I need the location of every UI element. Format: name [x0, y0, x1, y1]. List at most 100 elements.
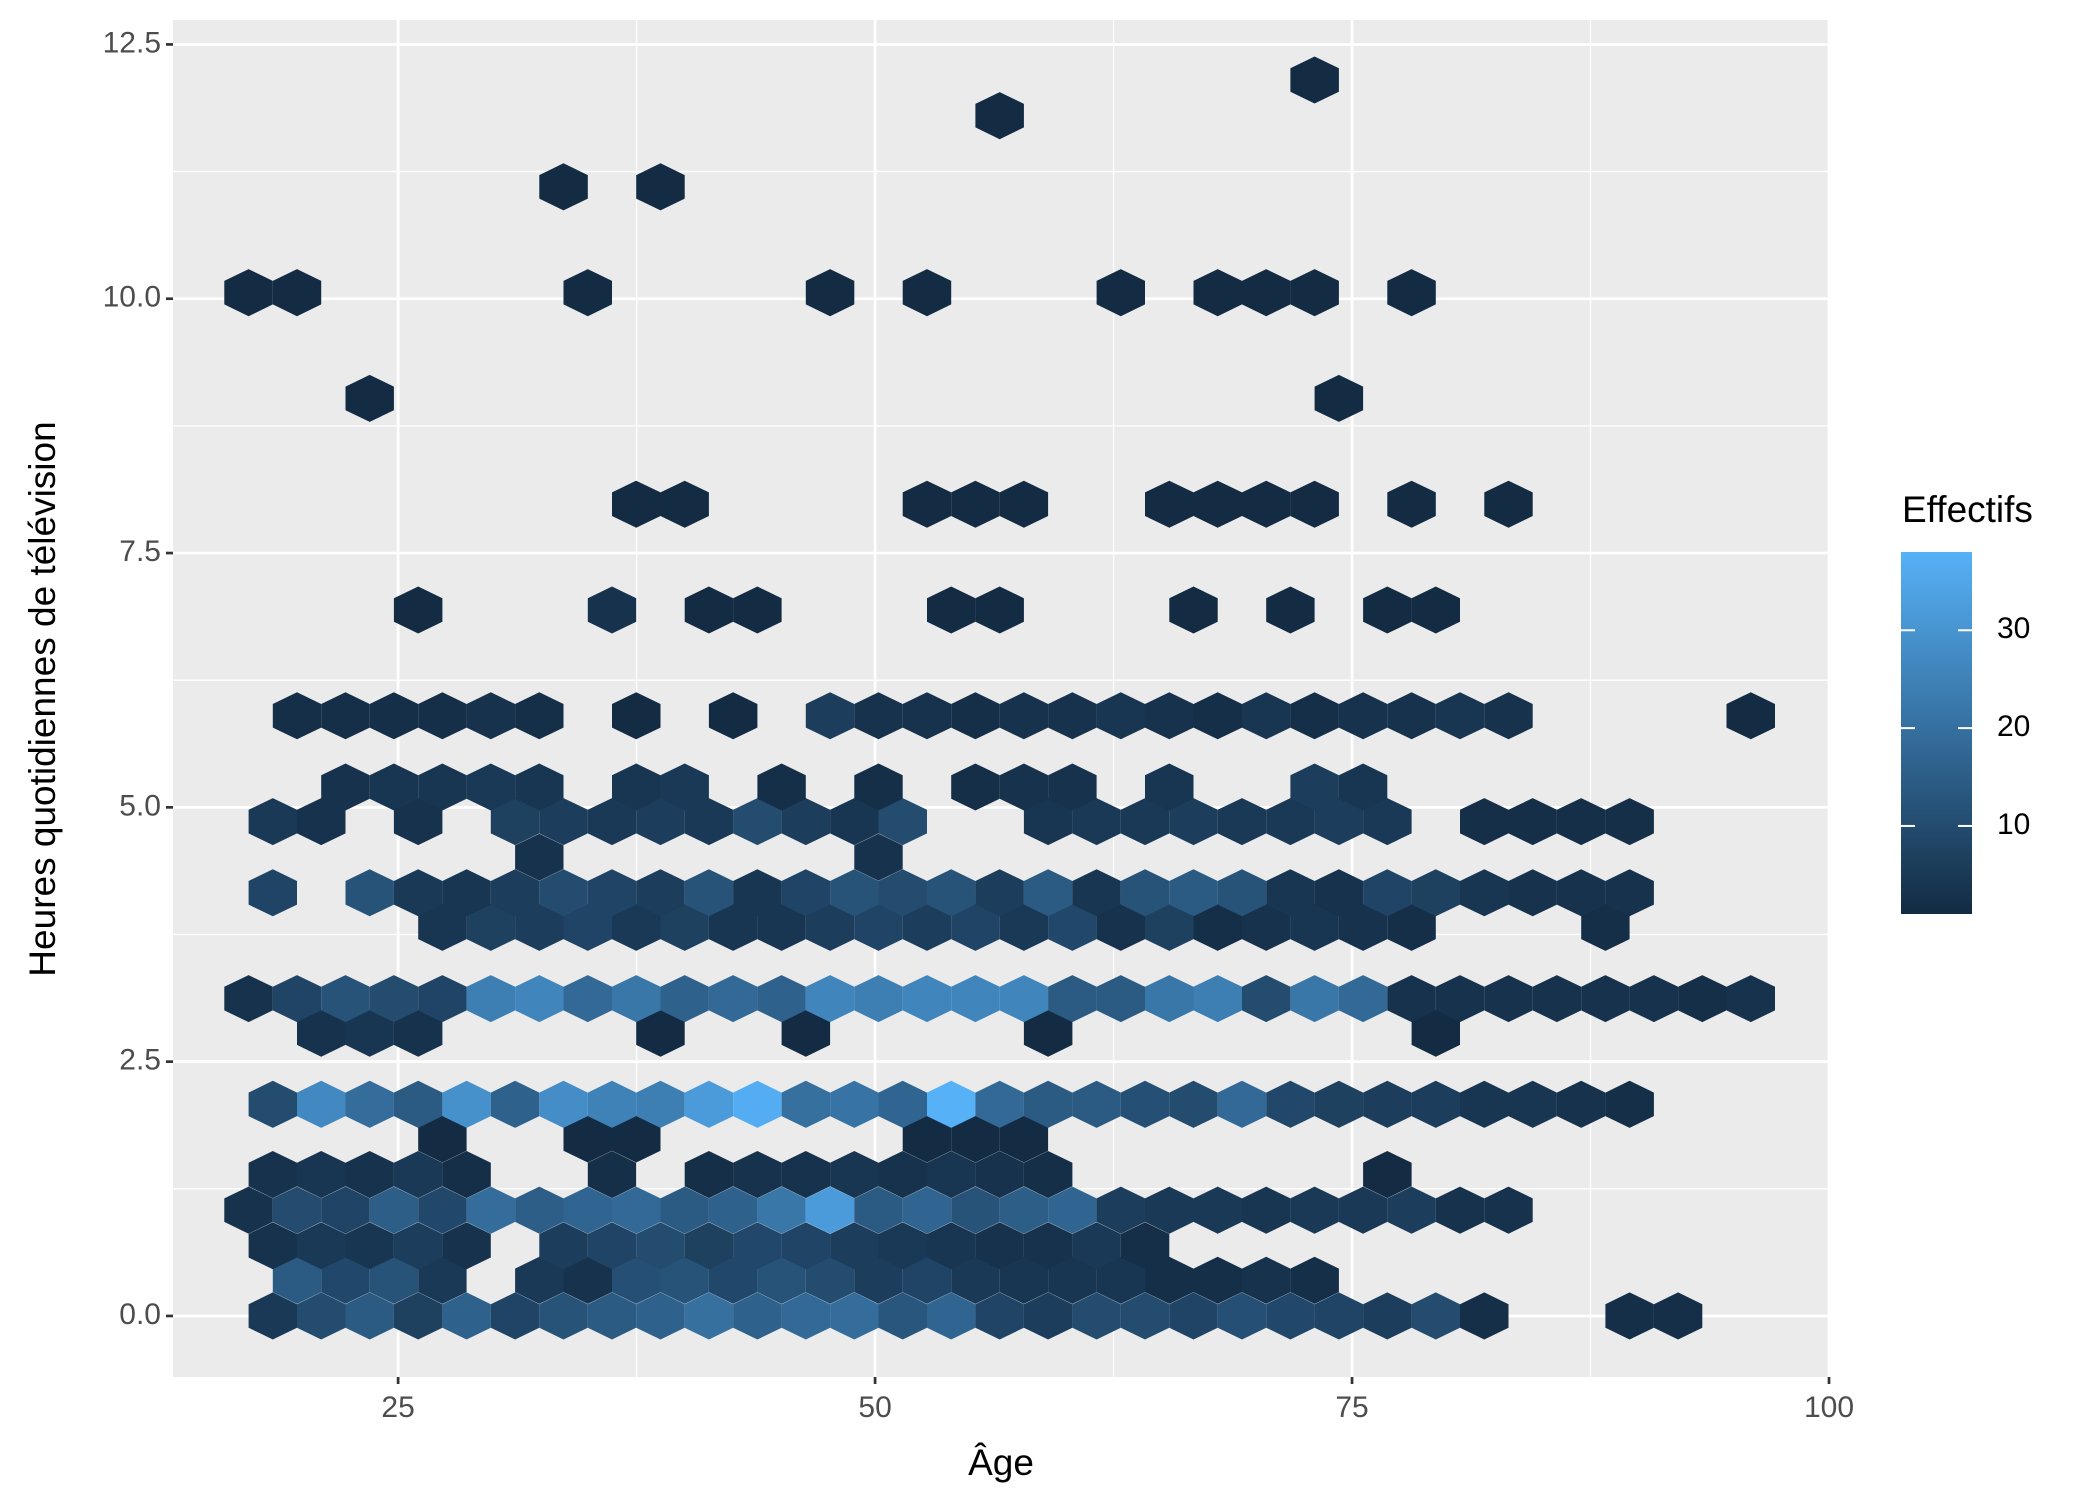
hex-bin: [927, 1292, 976, 1340]
hex-bin: [1387, 975, 1436, 1023]
hex-bin: [393, 1080, 443, 1128]
hex-bin: [975, 1080, 1024, 1128]
hex-bin: [999, 692, 1049, 740]
hex-bin: [272, 692, 322, 740]
hex-bin: [1532, 975, 1582, 1023]
hex-bin: [757, 903, 806, 951]
hex-bin: [345, 374, 394, 422]
hex-bin: [563, 903, 612, 951]
hex-bin: [1217, 869, 1267, 917]
hex-bin: [1605, 1292, 1654, 1340]
hex-bin: [951, 692, 1000, 740]
hex-bin: [393, 1151, 443, 1199]
hex-bin: [1242, 480, 1291, 528]
colorbar: [1901, 552, 1972, 914]
hex-bin: [1484, 975, 1533, 1023]
hex-bin: [1023, 1151, 1073, 1199]
hex-bin: [612, 763, 661, 811]
hex-bin: [442, 1222, 491, 1270]
hex-bin: [733, 1151, 782, 1199]
hex-bin: [636, 1080, 685, 1128]
hex-bin: [612, 975, 661, 1023]
hex-bin: [1363, 1080, 1412, 1128]
hex-bin: [1314, 798, 1364, 846]
hex-bin: [684, 798, 734, 846]
hex-bin: [612, 1186, 661, 1234]
hex-bin: [1266, 1080, 1315, 1128]
colorbar-tick-label: 20: [1997, 710, 2030, 743]
y-tick-label: 12.5: [103, 26, 161, 59]
hex-bin: [781, 1151, 831, 1199]
hex-bin: [757, 1256, 806, 1304]
hex-bin: [1290, 269, 1339, 317]
hex-bin: [345, 869, 394, 917]
hex-bin: [902, 1186, 952, 1234]
hex-bin: [1290, 903, 1339, 951]
hex-bin: [1314, 374, 1364, 422]
hex-bin: [1581, 903, 1630, 951]
hex-bin: [248, 1292, 297, 1340]
hex-bin: [1096, 975, 1145, 1023]
hex-bin: [248, 1222, 297, 1270]
hex-bin: [733, 869, 782, 917]
hex-bin: [1217, 798, 1267, 846]
hex-bin: [733, 798, 782, 846]
hex-bin: [612, 692, 661, 740]
hex-bin: [636, 869, 685, 917]
hex-bin: [418, 975, 467, 1023]
hex-bin: [951, 1115, 1000, 1163]
hex-bin: [1120, 798, 1170, 846]
hex-bin: [1435, 692, 1485, 740]
hex-bin: [490, 869, 540, 917]
hex-bin: [393, 1222, 443, 1270]
hex-bin: [1338, 903, 1388, 951]
hex-bin: [1072, 1292, 1121, 1340]
hex-bin: [708, 975, 758, 1023]
hex-bin: [1145, 763, 1194, 811]
hex-bin: [490, 1292, 540, 1340]
hex-bin: [1193, 480, 1242, 528]
hex-bin: [757, 975, 806, 1023]
hex-bin: [927, 1222, 976, 1270]
hex-bin: [805, 975, 855, 1023]
hex-bin: [369, 763, 419, 811]
hex-bin: [1266, 798, 1315, 846]
hex-bin: [1023, 869, 1073, 917]
hex-bin: [1145, 903, 1194, 951]
hex-bin: [1145, 480, 1194, 528]
hex-bin: [708, 692, 758, 740]
hex-bin: [1072, 1222, 1121, 1270]
hex-bin: [1193, 692, 1242, 740]
hex-bin: [297, 798, 346, 846]
hex-bin: [1338, 1186, 1388, 1234]
hex-bin: [684, 869, 734, 917]
hex-bin: [830, 1151, 879, 1199]
hex-bin: [1653, 1292, 1703, 1340]
hex-bin: [321, 763, 370, 811]
hex-bin: [248, 869, 297, 917]
hex-bin: [1387, 903, 1436, 951]
hex-bin: [539, 163, 588, 211]
hex-bin: [902, 975, 952, 1023]
hex-bin: [1023, 1292, 1073, 1340]
hex-bin: [854, 763, 903, 811]
hex-bin: [418, 692, 467, 740]
hex-bin: [830, 798, 879, 846]
hex-bin: [587, 1151, 637, 1199]
hex-bin: [878, 1222, 927, 1270]
hex-bin: [1048, 903, 1097, 951]
x-tick-label: 100: [1804, 1391, 1854, 1424]
y-tick-label: 0.0: [119, 1298, 161, 1331]
hex-bin: [1484, 480, 1533, 528]
hex-bin: [1460, 869, 1509, 917]
hex-bin: [587, 1080, 637, 1128]
hex-bin: [369, 975, 419, 1023]
hex-bin: [878, 869, 927, 917]
hex-bin: [1363, 586, 1412, 634]
hex-bin: [975, 92, 1024, 140]
hex-bin: [587, 798, 637, 846]
hex-bin: [466, 903, 516, 951]
hex-bin: [1387, 1186, 1436, 1234]
hex-bin: [1387, 480, 1436, 528]
hex-bin: [975, 1292, 1024, 1340]
